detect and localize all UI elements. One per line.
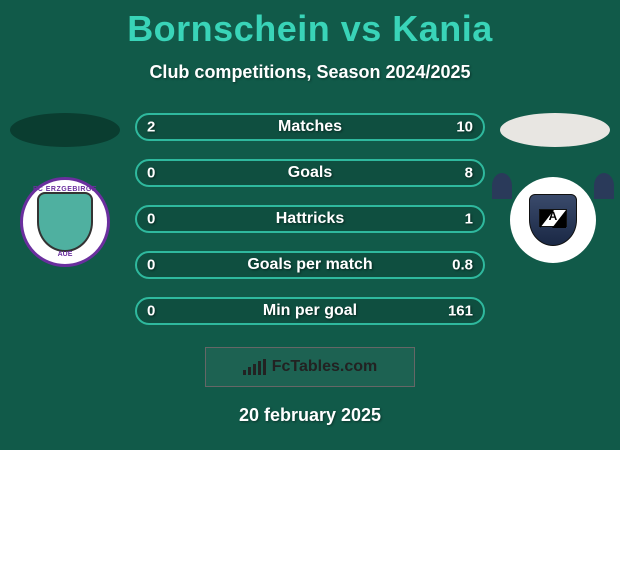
right-column: A bbox=[495, 113, 615, 267]
left-crest-ring: FC ERZGEBIRGE AUE bbox=[20, 177, 110, 267]
stat-right-value: 1 bbox=[465, 211, 473, 228]
left-crest-text-bottom: AUE bbox=[58, 251, 73, 258]
player-right-ellipse bbox=[500, 113, 610, 147]
right-crest-letter: A bbox=[549, 209, 558, 223]
subtitle: Club competitions, Season 2024/2025 bbox=[0, 62, 620, 83]
main-content: FC ERZGEBIRGE AUE 2Matches100Goals80Hatt… bbox=[0, 113, 620, 325]
right-crest-shield: A bbox=[529, 194, 577, 246]
stat-right-value: 8 bbox=[465, 165, 473, 182]
watermark: FcTables.com bbox=[205, 347, 415, 387]
stat-left-value: 0 bbox=[147, 257, 155, 274]
stat-label: Min per goal bbox=[263, 302, 357, 320]
stat-label: Matches bbox=[278, 118, 342, 136]
right-crest-ring: A bbox=[510, 177, 596, 263]
stat-row: 0 Hattricks 1 bbox=[135, 205, 485, 233]
wing-left bbox=[492, 173, 512, 199]
wm-bar bbox=[243, 370, 246, 375]
left-crest-text-top: FC ERZGEBIRGE bbox=[33, 186, 97, 193]
stat-left-value: 0 bbox=[147, 303, 155, 320]
stat-row: 2 Matches 10 bbox=[135, 113, 485, 141]
stats-list: 2Matches100Goals80Hattricks10Goals per m… bbox=[135, 113, 485, 325]
date-text: 20 february 2025 bbox=[0, 405, 620, 426]
comparison-card: Bornschein vs Kania Club competitions, S… bbox=[0, 0, 620, 450]
stat-right-value: 0.8 bbox=[452, 257, 473, 274]
right-crest: A bbox=[510, 177, 600, 267]
page-title: Bornschein vs Kania bbox=[0, 0, 620, 50]
stat-left-value: 0 bbox=[147, 165, 155, 182]
stat-row: 0 Goals per match 0.8 bbox=[135, 251, 485, 279]
stat-label: Hattricks bbox=[276, 210, 344, 228]
left-crest-shield bbox=[37, 192, 93, 252]
watermark-text: FcTables.com bbox=[272, 358, 378, 376]
stat-right-value: 161 bbox=[448, 303, 473, 320]
wm-bar bbox=[248, 367, 251, 375]
wm-bar bbox=[253, 364, 256, 375]
stat-left-value: 0 bbox=[147, 211, 155, 228]
stat-right-value: 10 bbox=[456, 119, 473, 136]
wm-bar bbox=[258, 361, 261, 375]
left-crest: FC ERZGEBIRGE AUE bbox=[20, 177, 110, 267]
stat-row: 0 Min per goal 161 bbox=[135, 297, 485, 325]
left-column: FC ERZGEBIRGE AUE bbox=[5, 113, 125, 267]
bars-icon bbox=[243, 359, 266, 375]
stat-label: Goals per match bbox=[247, 256, 372, 274]
stat-left-value: 2 bbox=[147, 119, 155, 136]
stat-row: 0 Goals 8 bbox=[135, 159, 485, 187]
wing-right bbox=[594, 173, 614, 199]
player-left-ellipse bbox=[10, 113, 120, 147]
wm-bar bbox=[263, 359, 266, 375]
stat-label: Goals bbox=[288, 164, 332, 182]
